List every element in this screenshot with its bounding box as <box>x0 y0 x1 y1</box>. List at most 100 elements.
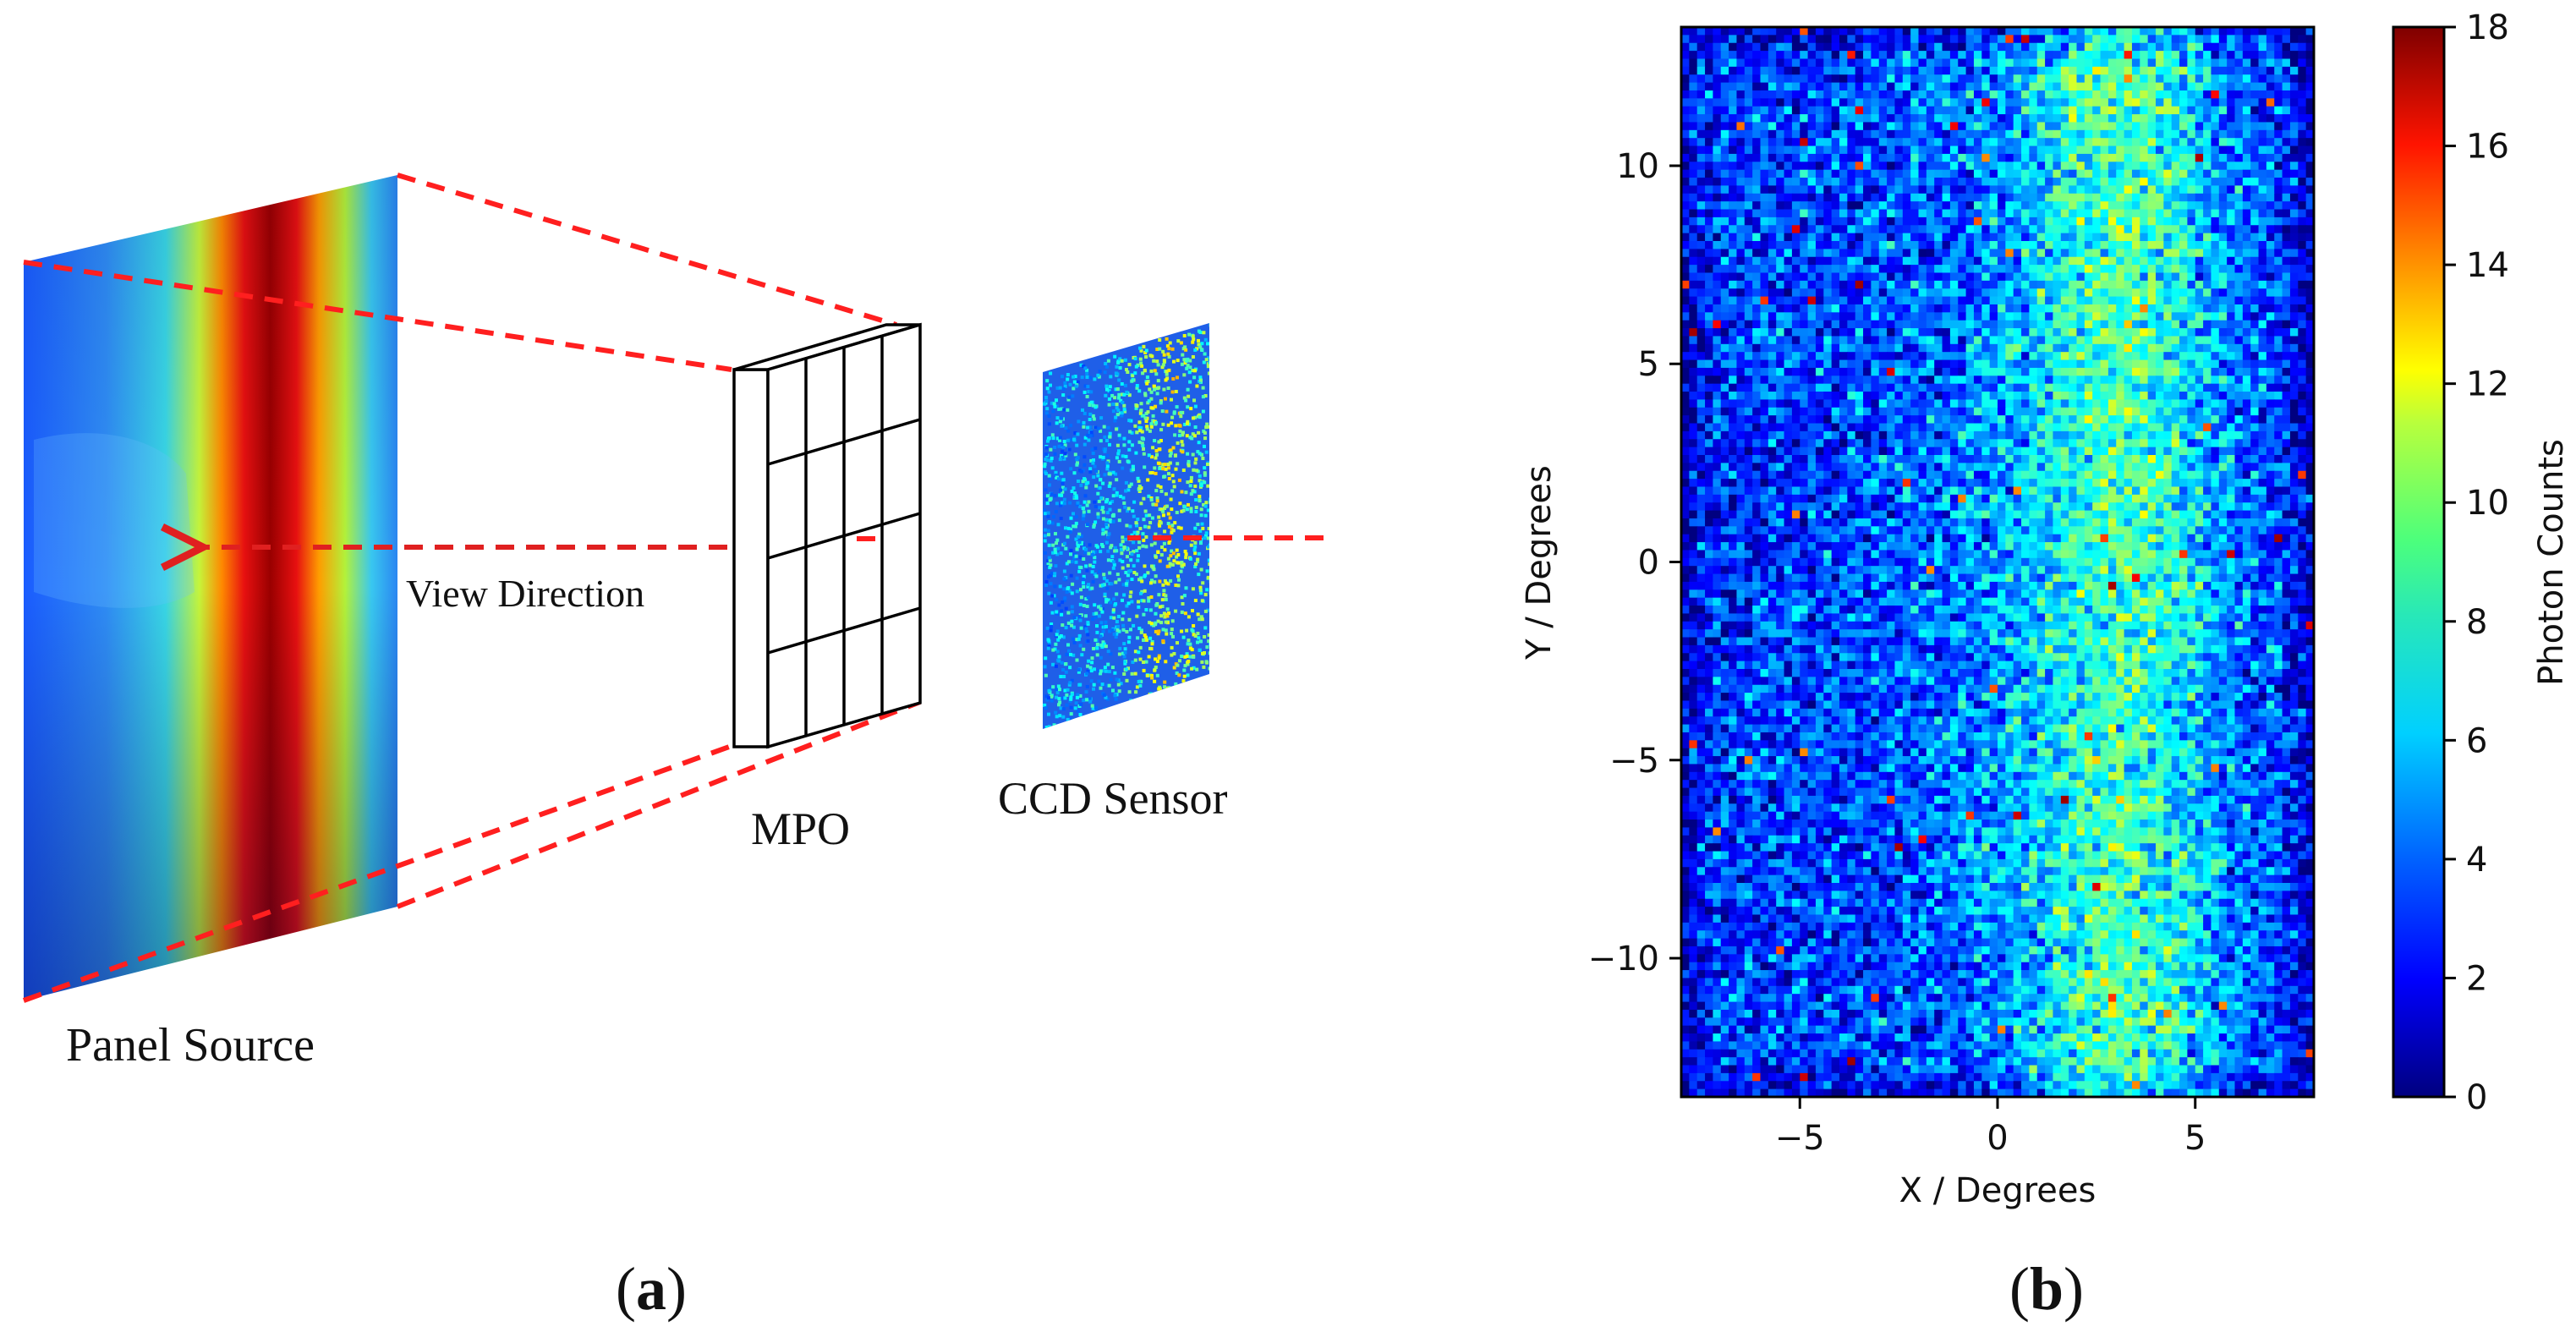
heatmap-cell <box>2289 249 2299 258</box>
heatmap-cell <box>1681 129 1690 139</box>
heatmap-cell <box>2124 265 2133 274</box>
heatmap-cell <box>1918 217 1927 226</box>
ccd-noise-pixel <box>1151 446 1155 450</box>
heatmap-cell <box>2250 217 2260 226</box>
heatmap-cell <box>1736 209 1746 218</box>
heatmap-cell <box>1681 98 1690 107</box>
heatmap-cell <box>2147 256 2157 266</box>
heatmap-cell <box>2060 82 2069 91</box>
heatmap-cell <box>2060 209 2069 218</box>
heatmap-cell <box>1784 320 1793 329</box>
heatmap-cell <box>2171 162 2180 171</box>
heatmap-cell <box>2084 129 2093 139</box>
heatmap-cell <box>1744 280 1753 289</box>
heatmap-cell <box>1784 58 1793 68</box>
heatmap-cell <box>2234 265 2244 274</box>
heatmap-cell <box>2163 169 2173 178</box>
ccd-noise-pixel <box>1076 461 1079 465</box>
heatmap-cell <box>2100 233 2109 242</box>
heatmap-cell <box>2092 114 2102 123</box>
heatmap-cell <box>2045 90 2054 99</box>
heatmap-cell <box>2076 272 2085 282</box>
ccd-noise-pixel <box>1139 679 1143 683</box>
heatmap-cell <box>2013 42 2022 52</box>
heatmap-cell <box>2250 106 2260 115</box>
ccd-noise-pixel <box>1156 619 1160 623</box>
heatmap-cell <box>2053 312 2062 321</box>
heatmap-cell <box>2171 122 2180 131</box>
heatmap-cell <box>1926 233 1935 242</box>
heatmap-cell <box>2005 169 2014 178</box>
ccd-noise-pixel <box>1188 655 1192 659</box>
heatmap-cell <box>2013 288 2022 298</box>
heatmap-cell <box>2029 129 2038 139</box>
heatmap-cell <box>2211 27 2220 36</box>
heatmap-cell <box>1847 225 1856 234</box>
ccd-noise-pixel <box>1082 425 1086 429</box>
ccd-noise-pixel <box>1064 606 1068 611</box>
heatmap-cell <box>1831 114 1840 123</box>
ccd-noise-pixel <box>1187 332 1192 337</box>
ccd-noise-pixel <box>1170 347 1175 351</box>
heatmap-cell <box>1871 27 1880 36</box>
heatmap-cell <box>1768 66 1777 75</box>
ccd-noise-pixel <box>1154 555 1158 559</box>
heatmap-cell <box>2282 153 2291 162</box>
ccd-noise-pixel <box>1064 662 1068 666</box>
heatmap-cell <box>2147 114 2157 123</box>
heatmap-cell <box>1918 106 1927 115</box>
ccd-noise-pixel <box>1084 485 1088 490</box>
heatmap-cell <box>1696 74 1706 84</box>
heatmap-cell <box>2274 42 2283 52</box>
heatmap-cell <box>2124 162 2133 171</box>
ccd-noise-pixel <box>1123 647 1127 651</box>
heatmap-cell <box>2195 185 2204 195</box>
heatmap-cell <box>1934 201 1943 211</box>
ccd-noise-pixel <box>1104 530 1108 534</box>
ccd-noise-pixel <box>1182 668 1187 672</box>
heatmap-cell <box>2021 265 2030 274</box>
heatmap-cell <box>1949 193 1959 202</box>
heatmap-cell <box>1689 58 1698 68</box>
ccd-noise-pixel <box>1072 380 1077 384</box>
heatmap-cell <box>1855 241 1864 249</box>
heatmap-cell <box>2211 288 2220 298</box>
heatmap-cell <box>2187 169 2196 178</box>
heatmap-cell <box>2227 129 2236 139</box>
heatmap-cell <box>1942 241 1951 249</box>
ccd-noise-pixel <box>1184 586 1188 590</box>
ccd-noise-pixel <box>1121 566 1125 570</box>
ccd-noise-pixel <box>1176 359 1180 363</box>
ccd-noise-pixel <box>1197 551 1201 556</box>
heatmap-cell <box>1744 272 1753 282</box>
heatmap-cell <box>1926 153 1935 162</box>
heatmap-cell <box>1902 209 1911 218</box>
heatmap-cell <box>2298 129 2307 139</box>
ccd-noise-pixel <box>1054 664 1058 668</box>
heatmap-cell <box>1902 169 1911 178</box>
heatmap-cell <box>1784 162 1793 171</box>
heatmap-cell <box>1815 129 1824 139</box>
ccd-noise-pixel <box>1156 551 1160 554</box>
heatmap-cell <box>2266 312 2275 321</box>
ccd-noise-pixel <box>1089 669 1093 673</box>
ccd-noise-pixel <box>1188 556 1192 561</box>
ccd-noise-pixel <box>1100 607 1104 611</box>
heatmap-cell <box>2131 51 2140 60</box>
ccd-noise-pixel <box>1060 612 1064 617</box>
heatmap-cell <box>2092 209 2102 218</box>
heatmap-cell <box>2076 178 2085 187</box>
ccd-noise-pixel <box>1175 672 1179 675</box>
ccd-noise-pixel <box>1058 700 1062 704</box>
ccd-noise-pixel <box>1106 558 1110 562</box>
heatmap-cell <box>2124 145 2133 155</box>
heatmap-cell <box>1815 225 1824 234</box>
ccd-noise-pixel <box>1102 573 1106 577</box>
ccd-sensor-label: CCD Sensor <box>998 773 1228 824</box>
heatmap-cell <box>2156 343 2164 353</box>
ccd-noise-pixel <box>1142 668 1146 672</box>
ccd-noise-pixel <box>1103 473 1107 477</box>
heatmap-cell <box>2084 201 2093 211</box>
heatmap-cell <box>2258 122 2267 131</box>
heatmap-cell <box>2005 90 2014 99</box>
